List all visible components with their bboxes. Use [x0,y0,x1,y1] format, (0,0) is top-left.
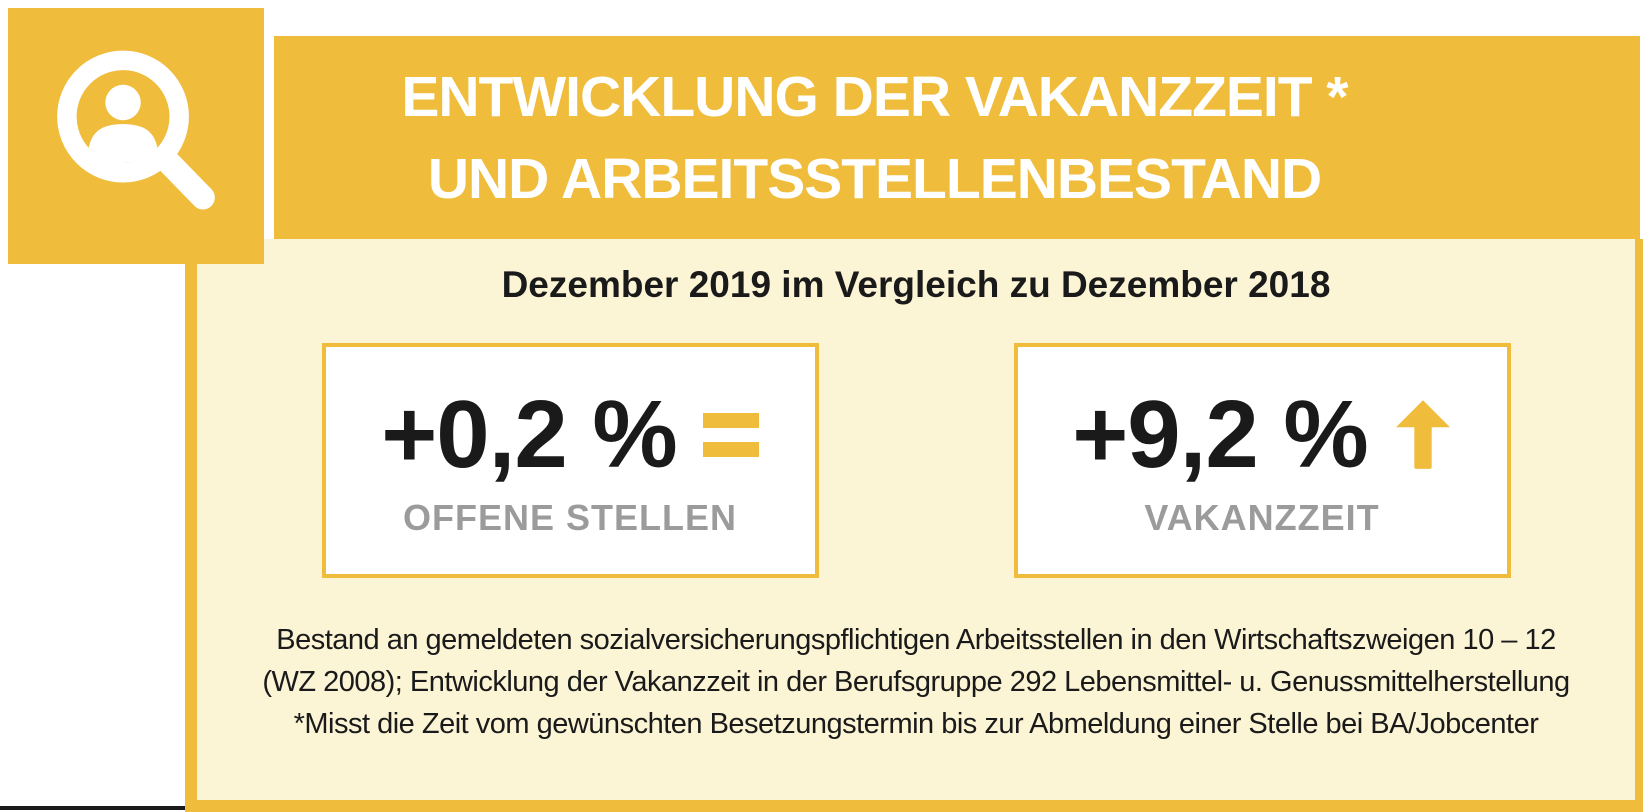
stat-label: OFFENE STELLEN [402,496,737,538]
equals-bar-top [702,412,759,428]
search-person-tile [8,8,264,264]
stat-value-row: +9,2 % [1072,380,1452,488]
stat-card-vakanzzeit: +9,2 % VAKANZZEIT [1013,343,1511,578]
panel-inner: Dezember 2019 im Vergleich zu Dezember 2… [197,239,1635,800]
stat-label: VAKANZZEIT [1144,496,1380,538]
footnote-line-3: *Misst die Zeit vom gewünschten Besetzun… [293,708,1539,740]
stat-card-offene-stellen: +0,2 % OFFENE STELLEN [321,343,819,578]
footnote-line-1: Bestand an gemeldeten sozialversicherung… [276,624,1556,656]
stats-row: +0,2 % OFFENE STELLEN +9,2 % [321,343,1511,578]
title-line-1: ENTWICKLUNG DER VAKANZZEIT * [401,64,1348,129]
stat-value-row: +0,2 % [381,380,759,488]
content-panel: Dezember 2019 im Vergleich zu Dezember 2… [185,239,1643,812]
footnote: Bestand an gemeldeten sozialversicherung… [262,619,1570,745]
header-banner: ENTWICKLUNG DER VAKANZZEIT * UND ARBEITS… [274,36,1640,239]
equals-icon [702,412,759,457]
comparison-subtitle: Dezember 2019 im Vergleich zu Dezember 2… [501,264,1331,305]
stat-value: +9,2 % [1072,380,1369,488]
footnote-line-2: (WZ 2008); Entwicklung der Vakanzzeit in… [262,666,1570,698]
stat-value: +0,2 % [381,380,678,488]
title-line-2: UND ARBEITSSTELLENBESTAND [427,146,1322,211]
arrow-up-icon [1395,399,1450,469]
equals-bar-bottom [702,441,759,457]
magnifier-person-icon [57,50,215,210]
